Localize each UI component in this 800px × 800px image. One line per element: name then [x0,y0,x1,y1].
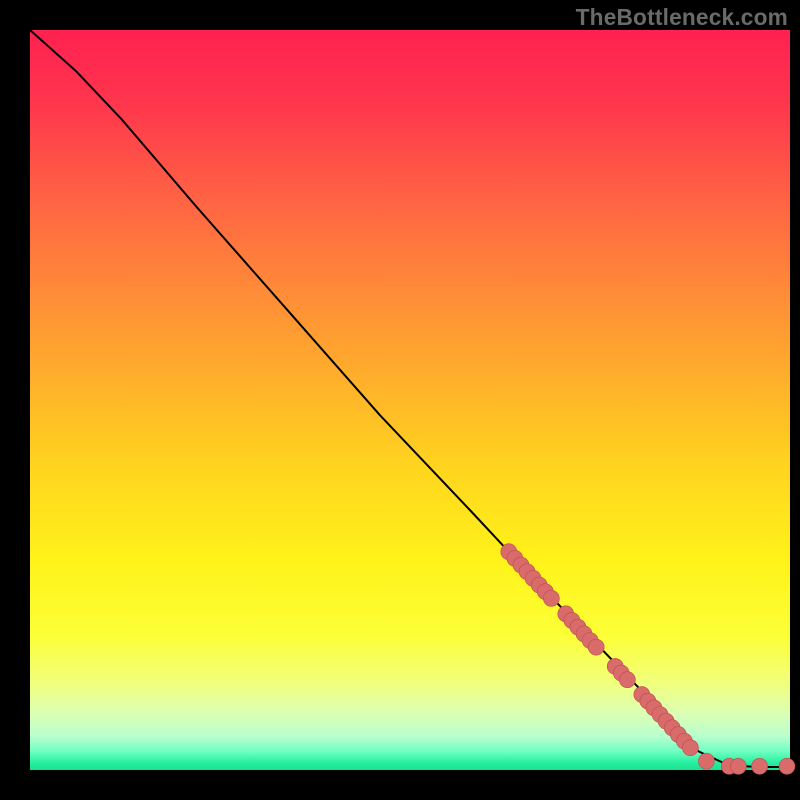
data-marker [619,672,635,688]
bottleneck-chart [0,0,800,800]
data-marker [752,758,768,774]
data-marker [682,740,698,756]
data-marker [588,639,604,655]
data-marker [698,753,714,769]
data-marker [779,758,795,774]
watermark-text: TheBottleneck.com [576,4,788,31]
chart-container: TheBottleneck.com [0,0,800,800]
data-marker [730,758,746,774]
data-marker [543,590,559,606]
plot-background [30,30,790,770]
